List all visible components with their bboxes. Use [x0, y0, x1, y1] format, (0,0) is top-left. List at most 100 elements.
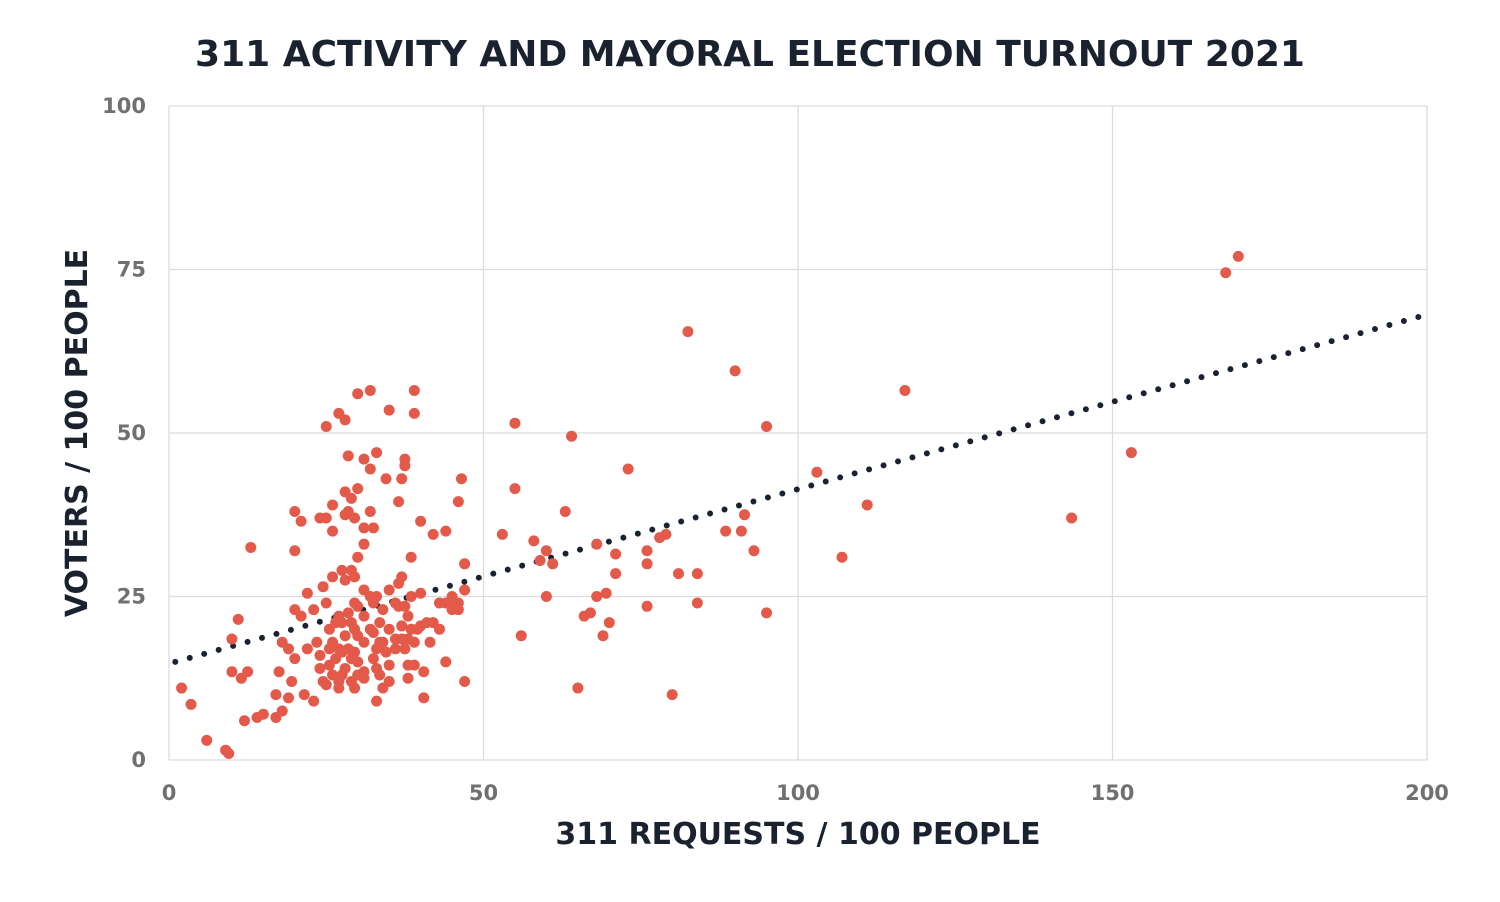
data-point	[1232, 250, 1244, 262]
data-point	[352, 388, 364, 400]
data-point	[383, 623, 395, 635]
y-tick-label: 0	[131, 748, 146, 772]
data-point	[408, 407, 420, 419]
y-tick-label: 75	[117, 258, 146, 282]
data-point	[396, 620, 408, 632]
data-point	[415, 587, 427, 599]
data-point	[289, 505, 301, 517]
data-point	[317, 581, 329, 593]
data-point	[333, 682, 345, 694]
data-point	[383, 659, 395, 671]
data-point	[383, 676, 395, 688]
data-point	[358, 672, 370, 684]
data-points	[176, 250, 1244, 759]
data-point	[393, 496, 405, 508]
data-point	[367, 626, 379, 638]
data-point	[345, 492, 357, 504]
data-point	[371, 695, 383, 707]
data-point	[327, 499, 339, 511]
data-point	[1066, 512, 1078, 524]
data-point	[242, 666, 254, 678]
data-point	[339, 414, 351, 426]
data-point	[245, 541, 257, 553]
data-point	[600, 587, 612, 599]
data-point	[811, 466, 823, 478]
data-point	[352, 483, 364, 495]
data-point	[358, 453, 370, 465]
data-point	[424, 636, 436, 648]
data-point	[377, 636, 389, 648]
data-point	[1220, 267, 1232, 279]
data-point	[641, 600, 653, 612]
data-point	[540, 591, 552, 602]
x-tick-label: 50	[469, 781, 498, 805]
data-point	[336, 617, 348, 629]
data-point	[399, 600, 411, 612]
data-point	[427, 528, 439, 540]
data-point	[226, 666, 238, 678]
data-point	[383, 404, 395, 416]
data-point	[339, 662, 351, 674]
data-point	[358, 522, 370, 534]
data-point	[298, 689, 310, 701]
trendline	[172, 311, 1430, 665]
data-point	[540, 545, 552, 557]
data-point	[223, 747, 235, 759]
data-point	[311, 636, 323, 648]
data-point	[336, 564, 348, 576]
data-point	[232, 613, 244, 625]
data-point	[603, 617, 615, 629]
data-point	[418, 666, 430, 678]
x-tick-label: 150	[1091, 781, 1135, 805]
data-point	[367, 522, 379, 534]
data-point	[374, 617, 386, 629]
data-point	[339, 574, 351, 586]
data-point	[861, 499, 873, 511]
data-point	[176, 682, 188, 694]
data-point	[349, 646, 361, 658]
data-point	[301, 587, 313, 599]
data-point	[402, 672, 414, 684]
data-point	[566, 430, 578, 442]
data-point	[257, 708, 269, 720]
data-point	[455, 473, 467, 485]
y-axis-title: VOTERS / 100 PEOPLE	[60, 249, 95, 617]
data-point	[509, 417, 521, 429]
x-tick-label: 200	[1405, 781, 1449, 805]
data-point	[836, 551, 848, 563]
data-point	[691, 597, 703, 609]
x-axis-title: 311 REQUESTS / 100 PEOPLE	[555, 817, 1040, 852]
data-point	[534, 555, 546, 567]
data-point	[320, 512, 332, 524]
data-point	[364, 384, 376, 396]
data-point	[374, 669, 386, 681]
data-point	[682, 326, 694, 338]
data-point	[440, 525, 452, 537]
data-point	[349, 682, 361, 694]
data-point	[415, 515, 427, 527]
data-point	[405, 591, 417, 602]
data-point	[591, 538, 603, 550]
y-tick-label: 50	[117, 421, 146, 445]
data-point	[349, 512, 361, 524]
data-point	[270, 689, 282, 701]
x-tick-label: 0	[162, 781, 177, 805]
data-point	[597, 630, 609, 642]
data-point	[364, 505, 376, 517]
data-point	[301, 643, 313, 655]
data-point	[440, 656, 452, 668]
data-point	[641, 545, 653, 557]
data-point	[396, 473, 408, 485]
data-point	[201, 734, 213, 746]
data-point	[380, 646, 392, 658]
data-point	[295, 610, 307, 622]
data-point	[515, 630, 527, 642]
data-point	[408, 384, 420, 396]
data-point	[308, 604, 320, 616]
data-point	[339, 630, 351, 642]
data-point	[459, 584, 471, 596]
data-point	[739, 509, 751, 521]
data-point	[761, 607, 773, 619]
data-point	[396, 571, 408, 583]
